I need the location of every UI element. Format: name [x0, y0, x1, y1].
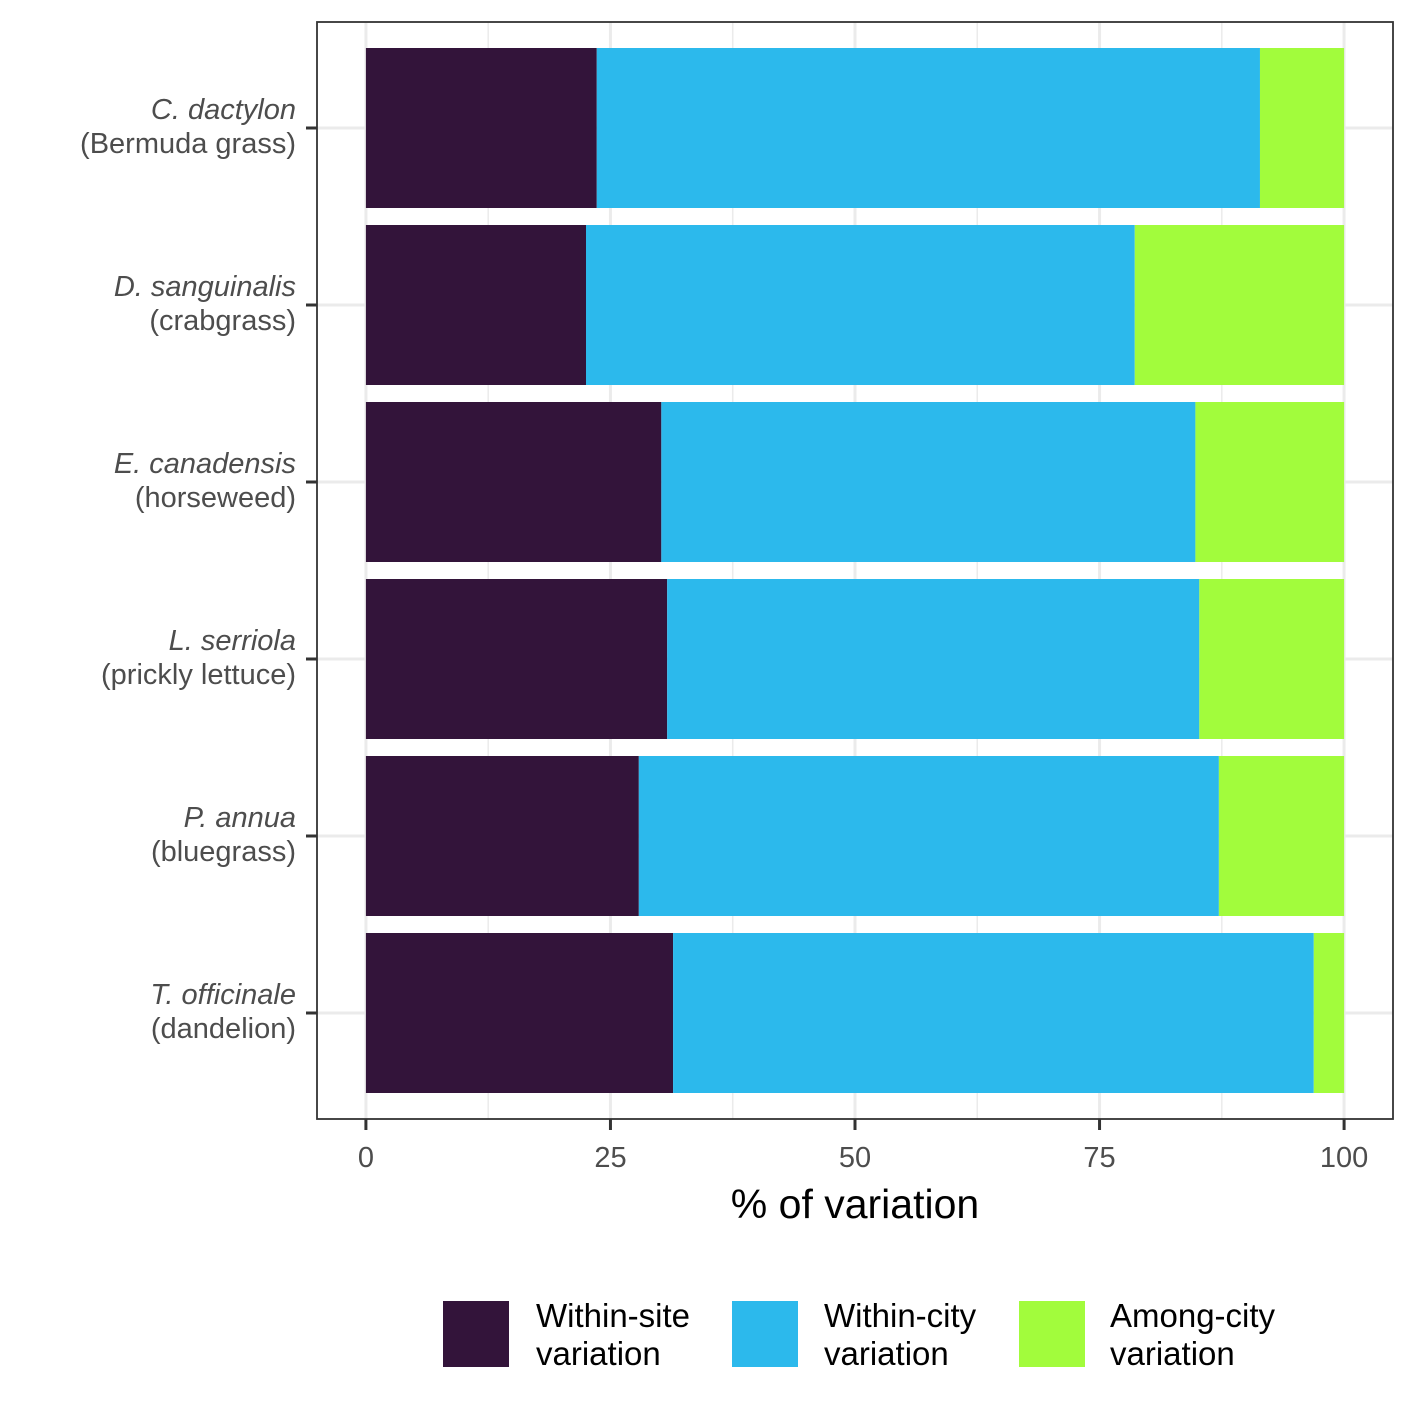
y-tick-label-common: (crabgrass)	[149, 305, 296, 337]
bar-2-2	[586, 225, 1135, 385]
x-tick-label: 0	[358, 1142, 374, 1174]
legend-key-1	[443, 1301, 509, 1367]
y-tick-label-common: (dandelion)	[151, 1013, 296, 1045]
bar-1-6	[365, 933, 674, 1093]
legend-label: variation	[1110, 1335, 1235, 1372]
y-tick-label-species: L. serriola	[169, 625, 296, 657]
legend-label: Among-city	[1110, 1297, 1276, 1334]
bar-1-4	[365, 579, 668, 739]
legend-label: Within-city	[824, 1297, 977, 1334]
legend-key-2	[732, 1301, 798, 1367]
y-tick-label-species: D. sanguinalis	[114, 271, 296, 303]
legend: Within-sitevariationWithin-cityvariation…	[443, 1297, 1276, 1372]
bar-2-6	[673, 933, 1314, 1093]
y-tick-label-species: C. dactylon	[151, 94, 296, 126]
bar-3-2	[1134, 225, 1345, 385]
bar-2-1	[596, 48, 1260, 208]
x-tick-label: 25	[594, 1142, 626, 1174]
y-axis: C. dactylon(Bermuda grass) D. sanguinalis…	[80, 94, 317, 1045]
bar-2-5	[638, 756, 1219, 916]
x-axis: 0 25 50 75 100	[358, 1119, 1368, 1174]
y-tick-label-common: (horseweed)	[135, 482, 296, 514]
bar-2-4	[667, 579, 1200, 739]
x-tick-label: 100	[1320, 1142, 1368, 1174]
y-tick-label-common: (Bermuda grass)	[80, 128, 296, 160]
y-tick-label-species: E. canadensis	[114, 448, 296, 480]
legend-key-3	[1019, 1301, 1085, 1367]
y-tick-label-species: P. annua	[184, 802, 296, 834]
bar-2-3	[661, 402, 1196, 562]
y-tick-label-species: T. officinale	[150, 979, 296, 1011]
legend-label: Within-site	[536, 1297, 690, 1334]
bars	[365, 48, 1345, 1093]
bar-3-1	[1259, 48, 1345, 208]
bar-1-5	[365, 756, 639, 916]
x-axis-title: % of variation	[731, 1181, 979, 1227]
y-tick-label-common: (prickly lettuce)	[101, 659, 296, 691]
bar-1-1	[365, 48, 597, 208]
legend-label: variation	[536, 1335, 661, 1372]
bar-1-3	[365, 402, 662, 562]
bar-1-2	[365, 225, 586, 385]
bar-3-6	[1313, 933, 1345, 1093]
bar-3-5	[1218, 756, 1345, 916]
x-tick-label: 50	[839, 1142, 871, 1174]
y-tick-label-common: (bluegrass)	[151, 836, 296, 868]
x-tick-label: 75	[1083, 1142, 1115, 1174]
bar-3-3	[1195, 402, 1345, 562]
bar-3-4	[1199, 579, 1345, 739]
legend-label: variation	[824, 1335, 949, 1372]
